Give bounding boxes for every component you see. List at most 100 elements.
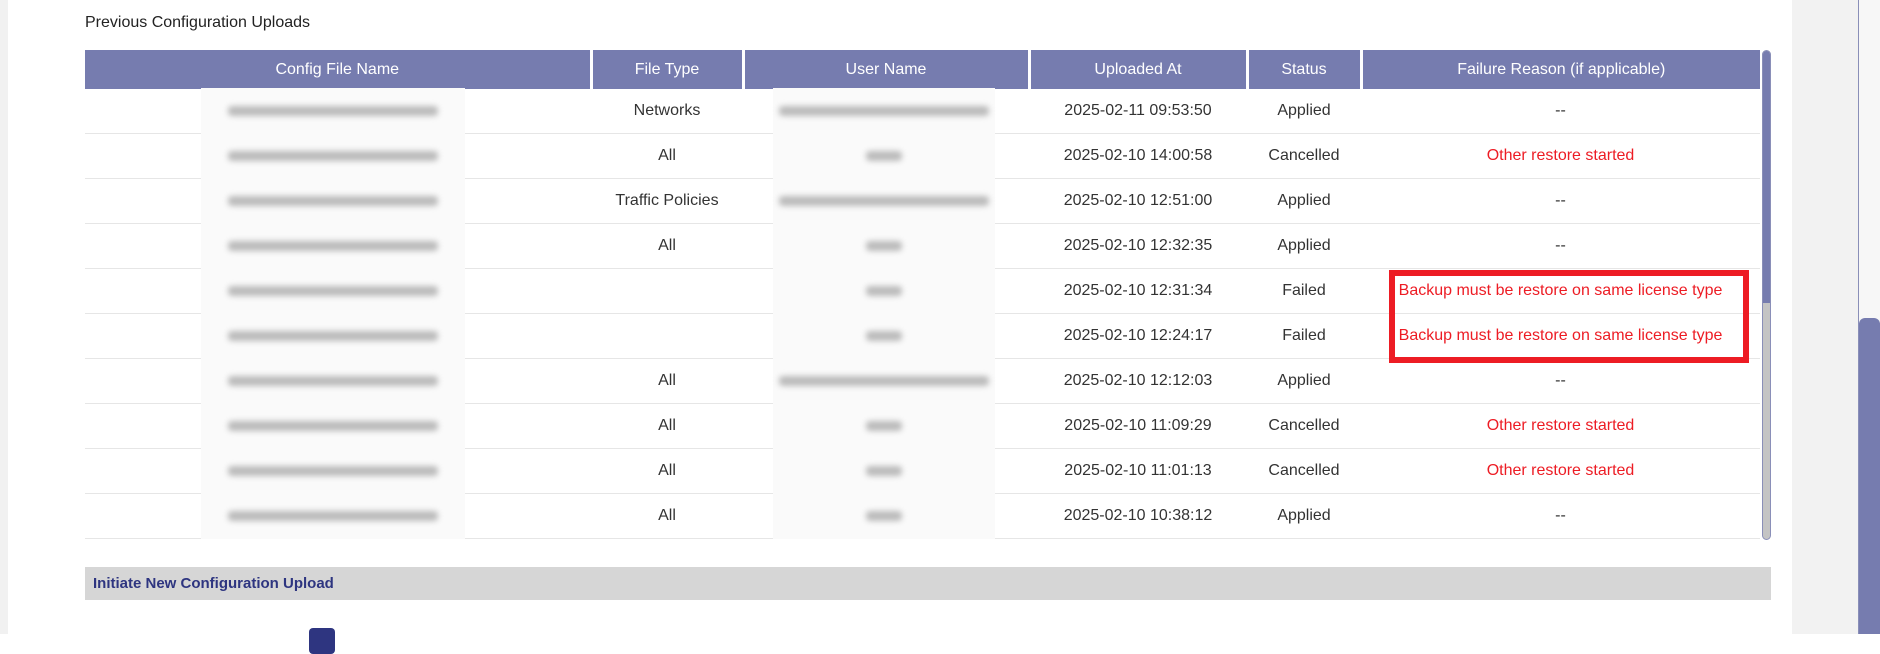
- col-user-name[interactable]: User Name: [743, 50, 1031, 89]
- failure-reason-cell: Other restore started: [1361, 133, 1760, 179]
- uploads-table-container: Config File Name File Type User Name Upl…: [85, 50, 1771, 540]
- uploaded-at-cell: 2025-02-10 12:32:35: [1029, 223, 1247, 269]
- redacted-region: [201, 178, 465, 224]
- config-file-name-cell: [85, 493, 591, 539]
- col-config-file-name[interactable]: Config File Name: [85, 50, 593, 89]
- uploaded-at-cell: 2025-02-10 10:38:12: [1029, 493, 1247, 539]
- uploads-table: Config File Name File Type User Name Upl…: [85, 50, 1760, 539]
- config-file-name-cell: [85, 358, 591, 404]
- new-upload-section-header[interactable]: Initiate New Configuration Upload: [85, 567, 1771, 600]
- redacted-user-name: [866, 286, 902, 296]
- file-type-cell: All: [591, 403, 743, 449]
- config-file-name-cell: [85, 88, 591, 134]
- redacted-file-name: [228, 106, 438, 116]
- config-file-name-cell: [85, 133, 591, 179]
- file-type-cell: [591, 313, 743, 359]
- status-cell: Failed: [1247, 313, 1361, 359]
- redacted-file-name: [228, 421, 438, 431]
- section-title: Previous Configuration Uploads: [85, 14, 311, 31]
- redacted-region: [201, 448, 465, 494]
- redacted-region: [201, 403, 465, 449]
- page-scrollbar[interactable]: [1858, 0, 1880, 634]
- user-name-cell: [743, 268, 1029, 314]
- col-uploaded-at[interactable]: Uploaded At: [1029, 50, 1249, 89]
- redacted-user-name: [779, 106, 989, 116]
- redacted-region: [201, 313, 465, 359]
- redacted-region: [773, 403, 995, 449]
- redacted-user-name: [866, 466, 902, 476]
- col-file-type[interactable]: File Type: [591, 50, 745, 89]
- config-file-name-cell: [85, 223, 591, 269]
- table-row[interactable]: 2025-02-10 12:24:17 Failed Backup must be …: [85, 313, 1760, 359]
- redacted-user-name: [866, 331, 902, 341]
- redacted-user-name: [779, 376, 989, 386]
- config-file-name-cell: [85, 448, 591, 494]
- table-row[interactable]: All 2025-02-10 12:12:03 Applied --: [85, 358, 1760, 404]
- table-header-row: Config File Name File Type User Name Upl…: [85, 50, 1760, 89]
- redacted-file-name: [228, 151, 438, 161]
- status-cell: Cancelled: [1247, 133, 1361, 179]
- failure-reason-cell: Other restore started: [1361, 448, 1760, 494]
- redacted-region: [773, 178, 995, 224]
- status-cell: Failed: [1247, 268, 1361, 314]
- status-cell: Applied: [1247, 358, 1361, 404]
- file-type-cell: All: [591, 493, 743, 539]
- redacted-region: [201, 88, 465, 134]
- redacted-region: [773, 448, 995, 494]
- redacted-region: [773, 133, 995, 179]
- failure-reason-cell: --: [1361, 89, 1760, 134]
- file-type-cell: [591, 268, 743, 314]
- redacted-region: [773, 313, 995, 359]
- col-failure-reason[interactable]: Failure Reason (if applicable): [1361, 50, 1760, 89]
- failure-reason-cell: --: [1361, 493, 1760, 539]
- table-row[interactable]: All 2025-02-10 14:00:58 Cancelled Other res…: [85, 133, 1760, 179]
- page-scrollbar-thumb[interactable]: [1859, 318, 1880, 634]
- failure-reason-cell: --: [1361, 223, 1760, 269]
- user-name-cell: [743, 178, 1029, 224]
- redacted-file-name: [228, 331, 438, 341]
- user-name-cell: [743, 493, 1029, 539]
- uploaded-at-cell: 2025-02-10 12:31:34: [1029, 268, 1247, 314]
- right-margin: [1792, 0, 1858, 634]
- config-file-name-cell: [85, 313, 591, 359]
- file-type-cell: All: [591, 448, 743, 494]
- failure-reason-cell: --: [1361, 358, 1760, 404]
- redacted-region: [773, 358, 995, 404]
- table-row[interactable]: Traffic Policies 2025-02-10 12:51:00 Appli…: [85, 178, 1760, 224]
- table-row[interactable]: All 2025-02-10 12:32:35 Applied --: [85, 223, 1760, 269]
- failure-reason-cell: Other restore started: [1361, 403, 1760, 449]
- new-upload-section-title: Initiate New Configuration Upload: [93, 575, 334, 592]
- config-file-name-cell: [85, 178, 591, 224]
- status-cell: Applied: [1247, 89, 1361, 134]
- redacted-region: [201, 223, 465, 269]
- table-row[interactable]: Networks 2025-02-11 09:53:50 Applied --: [85, 88, 1760, 134]
- redacted-file-name: [228, 466, 438, 476]
- file-type-cell: All: [591, 358, 743, 404]
- file-type-cell: All: [591, 223, 743, 269]
- upload-button[interactable]: [309, 628, 335, 654]
- uploaded-at-cell: 2025-02-11 09:53:50: [1029, 89, 1247, 134]
- redacted-user-name: [866, 241, 902, 251]
- user-name-cell: [743, 403, 1029, 449]
- redacted-region: [201, 133, 465, 179]
- table-row[interactable]: All 2025-02-10 10:38:12 Applied --: [85, 493, 1760, 539]
- uploaded-at-cell: 2025-02-10 12:12:03: [1029, 358, 1247, 404]
- config-file-name-cell: [85, 403, 591, 449]
- table-row[interactable]: All 2025-02-10 11:01:13 Cancelled Other res…: [85, 448, 1760, 494]
- uploaded-at-cell: 2025-02-10 12:24:17: [1029, 313, 1247, 359]
- table-scrollbar[interactable]: [1762, 50, 1771, 540]
- redacted-user-name: [866, 511, 902, 521]
- status-cell: Applied: [1247, 223, 1361, 269]
- user-name-cell: [743, 223, 1029, 269]
- uploaded-at-cell: 2025-02-10 14:00:58: [1029, 133, 1247, 179]
- redacted-file-name: [228, 511, 438, 521]
- failure-reason-cell: Backup must be restore on same license t…: [1361, 268, 1760, 314]
- table-row[interactable]: All 2025-02-10 11:09:29 Cancelled Other res…: [85, 403, 1760, 449]
- redacted-user-name: [866, 421, 902, 431]
- config-file-name-cell: [85, 268, 591, 314]
- status-cell: Cancelled: [1247, 403, 1361, 449]
- table-row[interactable]: 2025-02-10 12:31:34 Failed Backup must be …: [85, 268, 1760, 314]
- table-scrollbar-thumb[interactable]: [1763, 51, 1770, 303]
- user-name-cell: [743, 88, 1029, 134]
- col-status[interactable]: Status: [1247, 50, 1363, 89]
